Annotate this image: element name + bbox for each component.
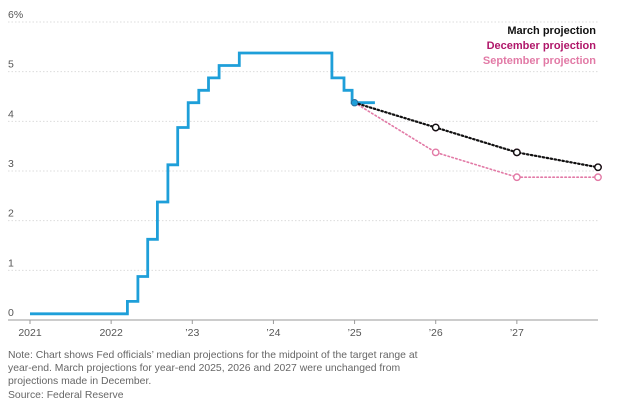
x-tick-label: 2022 xyxy=(99,327,123,339)
legend-entry: December projection xyxy=(487,40,597,52)
actual-rate-line xyxy=(30,51,375,316)
x-tick-label: ’27 xyxy=(510,327,524,339)
y-axis-tick-labels: 0 1 2 3 4 5 6% xyxy=(8,9,23,319)
series-layer xyxy=(30,51,602,316)
y-tick-label: 6% xyxy=(8,9,23,21)
march-projection-point xyxy=(512,148,521,157)
legend-entry: March projection xyxy=(507,25,596,37)
note-line: Note: Chart shows Fed officials’ median … xyxy=(8,350,418,361)
y-tick-label: 1 xyxy=(8,257,14,269)
december-projection-line xyxy=(353,101,599,169)
y-tick-label: 2 xyxy=(8,208,14,220)
legend-entry: September projection xyxy=(483,55,596,67)
september-projection-line xyxy=(353,101,599,178)
september-projection-point xyxy=(431,148,440,157)
legend: March projection December projection Septe… xyxy=(483,25,596,67)
source-line: Source: Federal Reserve xyxy=(8,389,124,401)
march-projection-point xyxy=(594,163,602,172)
september-projection-point xyxy=(512,173,521,182)
x-axis-ticks: 2021 2022 ’23 ’24 ’25 ’26 ’27 xyxy=(18,320,524,339)
y-tick-label: 0 xyxy=(8,307,14,319)
march-projection-line xyxy=(353,101,600,169)
y-tick-label: 4 xyxy=(8,108,14,120)
x-tick-label: 2021 xyxy=(18,327,42,339)
x-tick-label: ’26 xyxy=(429,327,443,339)
note-line: projections made in December. xyxy=(8,376,152,388)
x-tick-label: ’25 xyxy=(348,327,362,339)
x-tick-label: ’23 xyxy=(185,327,199,339)
gridlines xyxy=(8,21,598,321)
projection-start-point xyxy=(350,99,359,107)
note-line: year-end. March projections for year-end… xyxy=(8,363,401,375)
x-tick-label: ’24 xyxy=(266,327,280,339)
rate-projection-chart: 0 1 2 3 4 5 6% 2021 2022 ’23 ’24 ’25 ’26 ’27 March p… xyxy=(8,9,602,339)
chart-notes: Note: Chart shows Fed officials’ median … xyxy=(8,349,478,402)
september-projection-point xyxy=(594,173,602,182)
y-tick-label: 5 xyxy=(8,59,14,71)
y-tick-label: 3 xyxy=(8,158,14,170)
march-projection-point xyxy=(431,123,440,132)
